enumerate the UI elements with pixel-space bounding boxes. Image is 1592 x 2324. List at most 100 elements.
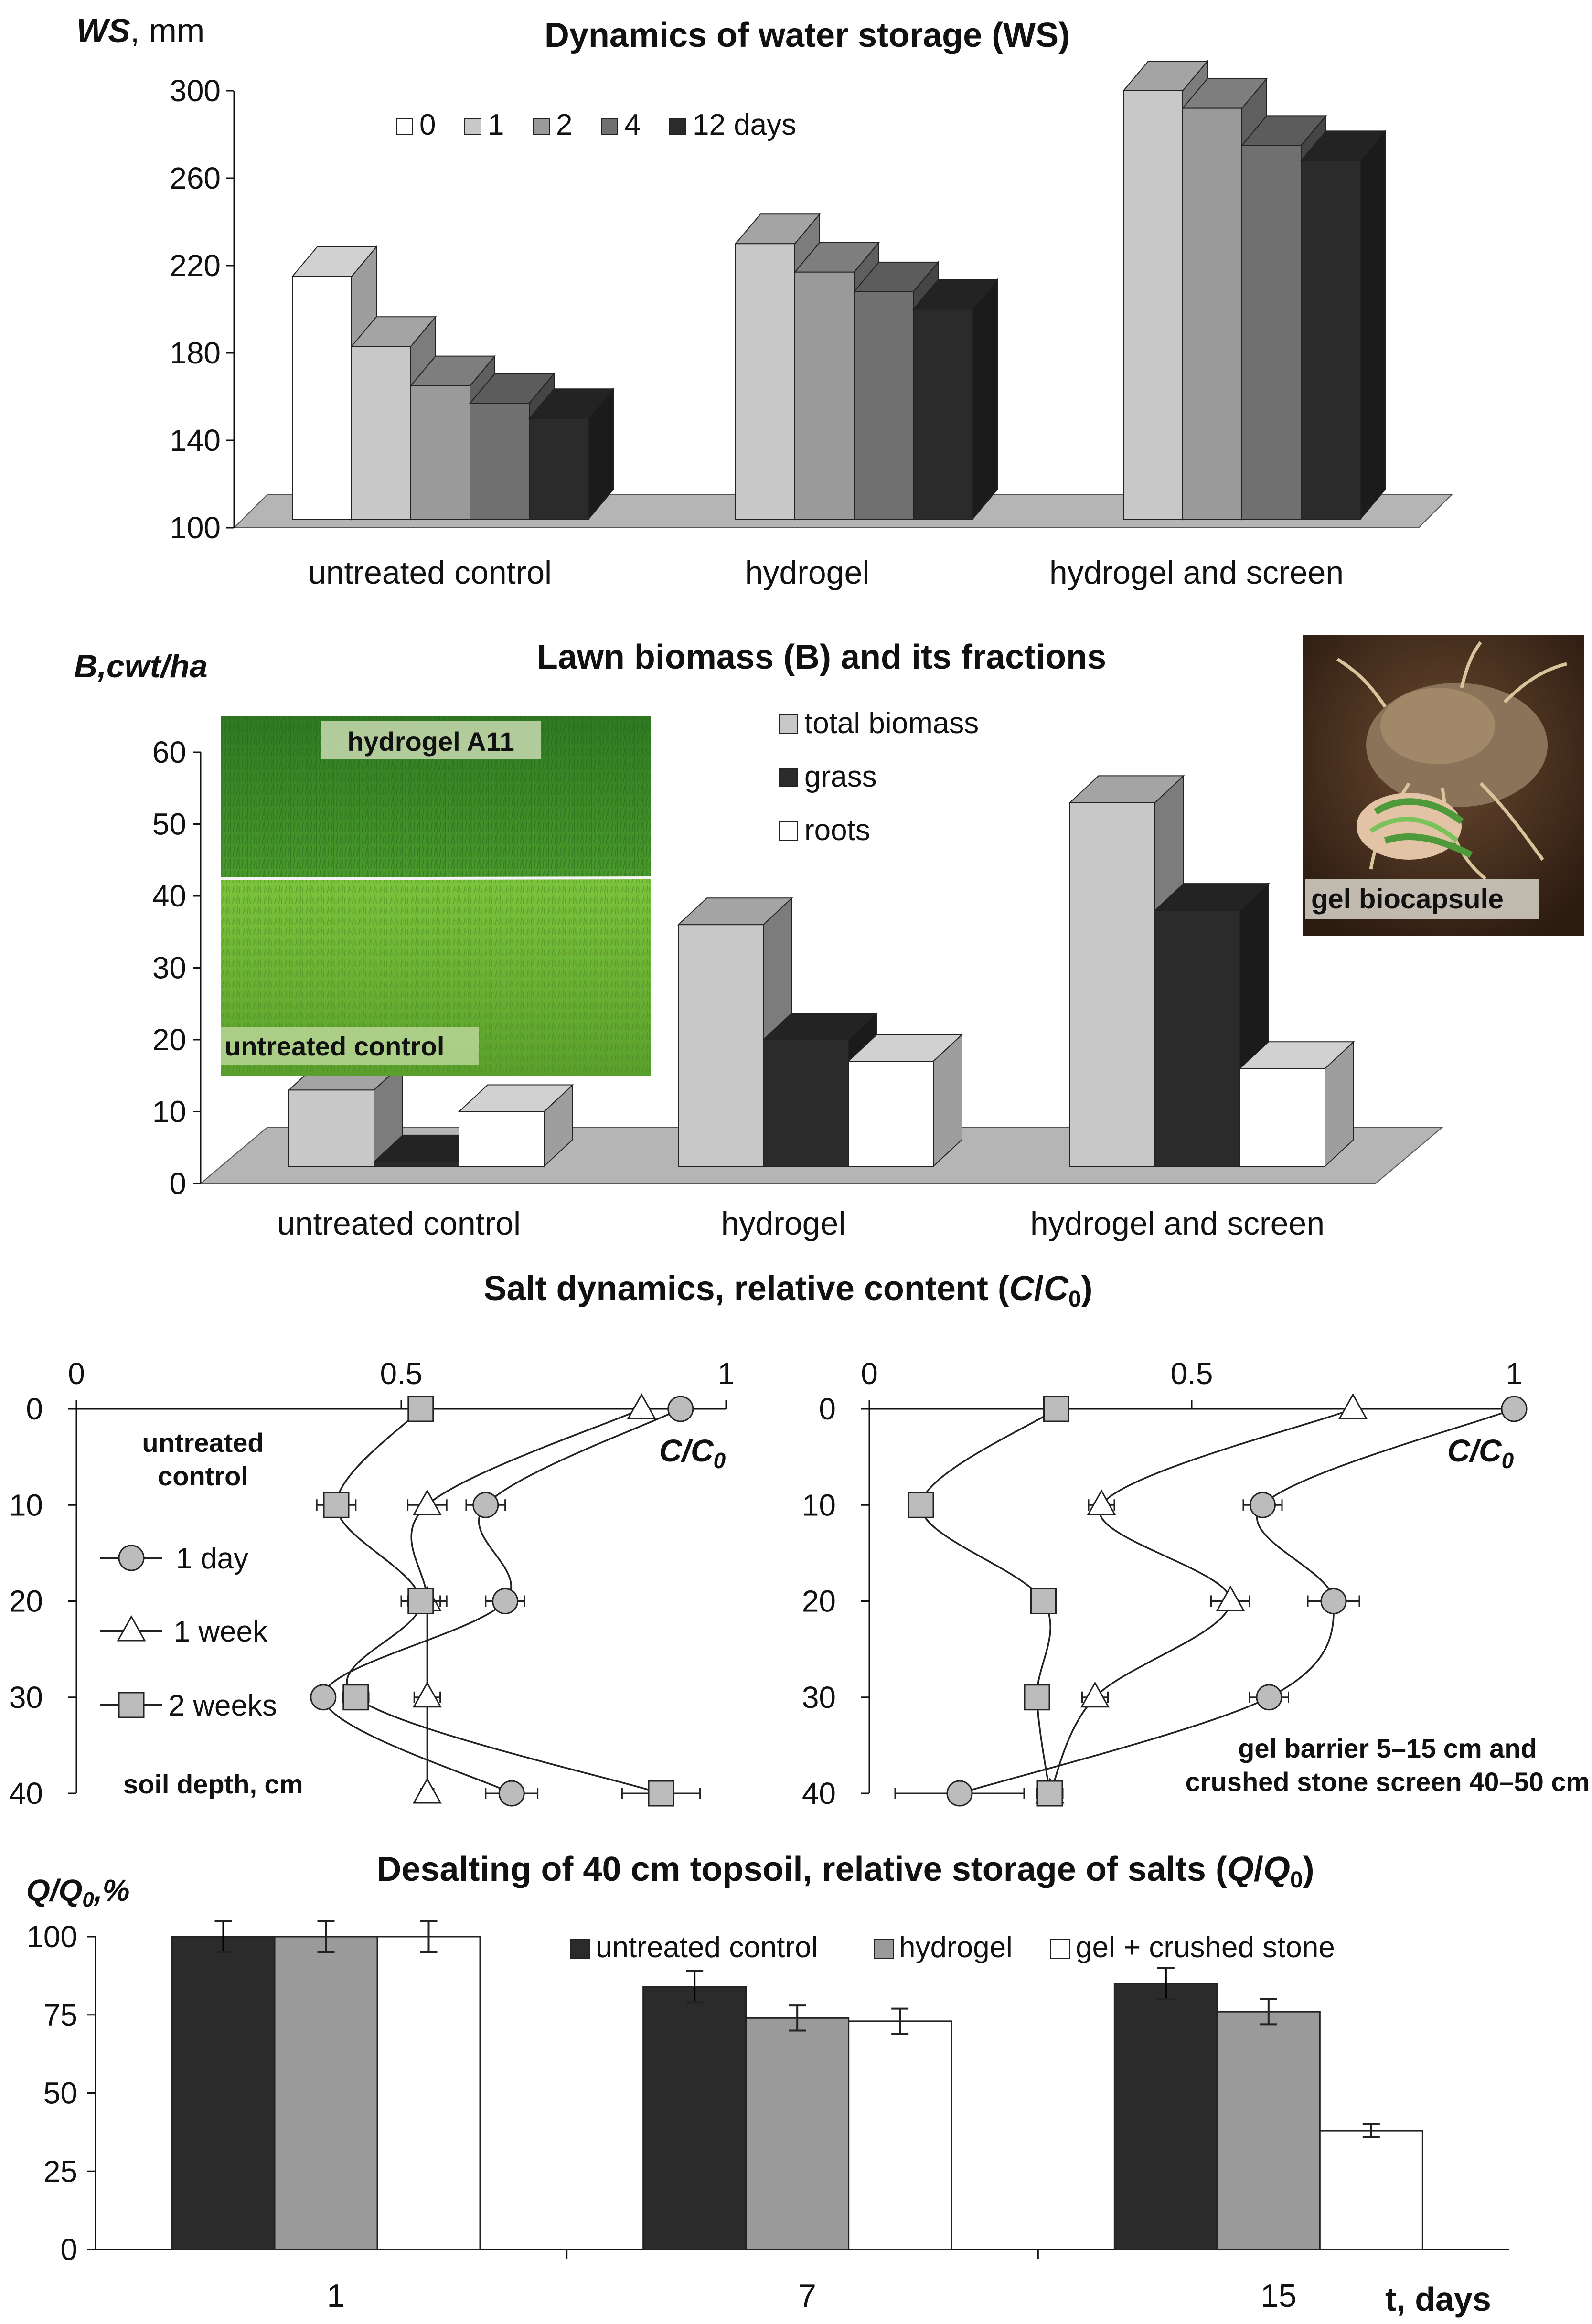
ws-bar-front — [854, 291, 914, 520]
salt-marker — [1501, 1396, 1528, 1422]
ws-bar-front — [1241, 145, 1302, 520]
salt-curve-label: C/C0 — [659, 1433, 726, 1473]
ds-legend-label: hydrogel — [899, 1931, 1013, 1964]
bio-bar-front — [678, 924, 764, 1167]
ws-legend-swatch — [396, 118, 413, 135]
bio-ytick-label: 50 — [152, 807, 186, 842]
ds-xlabel: t, days — [1385, 2281, 1491, 2318]
ws-ylabel-unit: , mm — [130, 12, 205, 49]
bio-bar-front — [1239, 1068, 1325, 1167]
ds-legend-label: gel + crushed stone — [1076, 1931, 1335, 1964]
ws-ylabel-main: WS — [76, 12, 130, 49]
ws-legend-swatch — [669, 118, 686, 135]
salt-marker — [472, 1492, 499, 1518]
ds-ylabel: Q/Q0,% — [26, 1873, 130, 1911]
water-storage-chart: Dynamics of water storage (WS) WS, mm 10… — [76, 12, 1453, 591]
salt-marker — [627, 1393, 656, 1419]
bio-bars — [288, 775, 1355, 1168]
lawn-photo: hydrogel A11 untreated control — [220, 716, 651, 1076]
salt-xtick-label: 1 — [1506, 1356, 1523, 1391]
salt-marker — [310, 1684, 337, 1711]
salt-marker — [1338, 1393, 1368, 1419]
salt-note-line: control — [158, 1461, 248, 1491]
salt-curve-label: C/C0 — [1447, 1433, 1514, 1473]
ws-ytick-label: 220 — [170, 248, 221, 283]
ds-category-label: 7 — [798, 2278, 816, 2314]
ws-bar-front — [292, 276, 352, 520]
salt-ytick-label: 40 — [802, 1776, 836, 1811]
salt-marker — [412, 1777, 442, 1804]
bio-bar-front — [288, 1089, 374, 1167]
bio-bar — [847, 1033, 963, 1168]
salt-xtick-label: 1 — [717, 1356, 735, 1391]
bio-title: Lawn biomass (B) and its fractions — [537, 638, 1106, 676]
salt-marker — [946, 1780, 973, 1807]
salt-xtick-label: 0 — [861, 1356, 878, 1391]
ws-bar-front — [913, 309, 973, 520]
ws-bar-front — [470, 403, 530, 520]
ws-bar-front — [529, 418, 589, 520]
salt-ytick-label: 10 — [802, 1488, 836, 1522]
ds-bars — [171, 1920, 1423, 2250]
salt-marker — [412, 1489, 442, 1515]
bio-bar — [458, 1084, 574, 1168]
salt-ytick-label: 0 — [819, 1392, 836, 1426]
salt-ytick-label: 10 — [9, 1488, 43, 1522]
bio-bar-front — [459, 1111, 545, 1167]
ds-ytick-label: 25 — [43, 2154, 77, 2188]
salt-note-line: untreated — [142, 1428, 264, 1458]
salt-series-line — [920, 1408, 1057, 1794]
biocapsule-photo: gel biocapsule — [1303, 635, 1584, 936]
ds-category-label: 1 — [327, 2278, 345, 2314]
ds-bar — [171, 1936, 276, 2250]
salt-legend-label: 1 week — [174, 1615, 268, 1648]
ds-bar — [1319, 2130, 1423, 2250]
salt-marker — [342, 1684, 369, 1711]
salt-marker — [908, 1492, 934, 1518]
ds-ytick-label: 75 — [43, 1998, 77, 2032]
ds-legend-swatch — [570, 1939, 590, 1959]
salt-xtick-label: 0.5 — [1171, 1356, 1213, 1391]
bio-category-label: hydrogel and screen — [1030, 1205, 1325, 1242]
salt-marker — [498, 1780, 525, 1807]
ws-bar-front — [1182, 107, 1242, 520]
salt-marker — [1024, 1684, 1050, 1711]
desalting-chart: Desalting of 40 cm topsoil, relative sto… — [26, 1850, 1509, 2318]
salt-marker — [412, 1681, 442, 1708]
ws-category-labels: untreated control hydrogel hydrogel and sc… — [308, 554, 1344, 591]
ws-bar-side — [1360, 129, 1386, 521]
salt-ytick-label: 20 — [9, 1584, 43, 1619]
bio-bar-front — [1154, 910, 1240, 1167]
lawn-label-bottom: untreated control — [224, 1031, 444, 1061]
salt-note-line: gel barrier 5–15 cm and — [1238, 1733, 1537, 1763]
ds-bar — [1216, 2011, 1321, 2250]
ws-bar-front — [351, 346, 411, 520]
salt-ytick-label: 20 — [802, 1584, 836, 1619]
bio-category-label: hydrogel — [721, 1205, 846, 1242]
ds-bar — [642, 1986, 747, 2250]
ws-bar — [912, 278, 999, 521]
ws-title: Dynamics of water storage (WS) — [545, 16, 1070, 54]
bio-bar — [1239, 1040, 1355, 1168]
ds-bar — [848, 2020, 952, 2250]
ws-category-label: hydrogel and screen — [1049, 554, 1344, 591]
lawn-label-top: hydrogel A11 — [347, 726, 514, 757]
salt-ytick-label: 30 — [802, 1680, 836, 1715]
ws-legend-label: 4 — [624, 108, 641, 141]
salt-marker — [1030, 1588, 1057, 1614]
ws-bar-front — [794, 271, 855, 520]
salt-depth-label: soil depth, cm — [123, 1769, 303, 1799]
salt-legend-label: 2 weeks — [169, 1689, 277, 1722]
bio-ytick-label: 0 — [169, 1166, 186, 1201]
ds-ytick-label: 100 — [26, 1919, 77, 1954]
salt-marker — [1320, 1588, 1347, 1614]
ds-category-label: 15 — [1261, 2278, 1297, 2314]
bio-legend-label: total biomass — [804, 707, 979, 740]
salt-marker — [407, 1396, 434, 1422]
bio-category-label: untreated control — [277, 1205, 521, 1242]
salt-marker — [1216, 1585, 1245, 1611]
ws-category-label: untreated control — [308, 554, 552, 591]
ws-bar — [1300, 129, 1387, 521]
